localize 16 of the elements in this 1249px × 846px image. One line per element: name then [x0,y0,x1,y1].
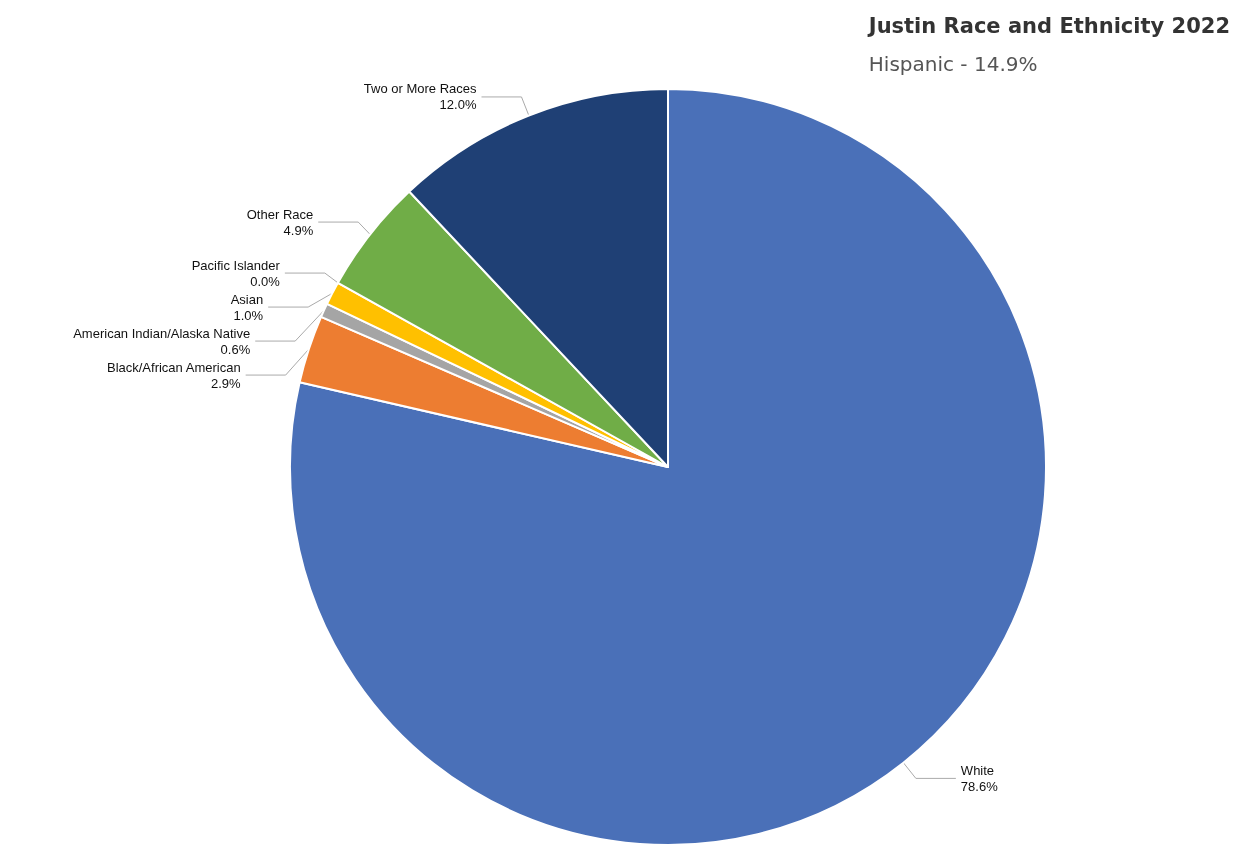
data-label: 4.9% [283,222,314,238]
slice-label: Black/African American [106,359,241,375]
text: 0.0% [250,273,280,289]
slice-label: White [960,762,995,778]
slice-label: American Indian/Alaska Native [73,325,251,341]
chart-subtitle: Hispanic - 14.9% [868,52,1038,76]
data-label: 78.6% [960,778,999,794]
slice-label: Other Race [246,206,314,222]
data-label: 12.0% [439,97,477,113]
data-label: 0.6% [220,341,251,357]
chart-title: Justin Race and Ethnicity 2022 [866,13,1230,38]
slice-label: Asian [230,291,264,307]
data-label: 1.0% [233,307,264,323]
data-label: 2.9% [211,375,242,391]
slice-label: Two or More Races [363,81,477,97]
category-label: Pacific Islander [191,257,280,273]
